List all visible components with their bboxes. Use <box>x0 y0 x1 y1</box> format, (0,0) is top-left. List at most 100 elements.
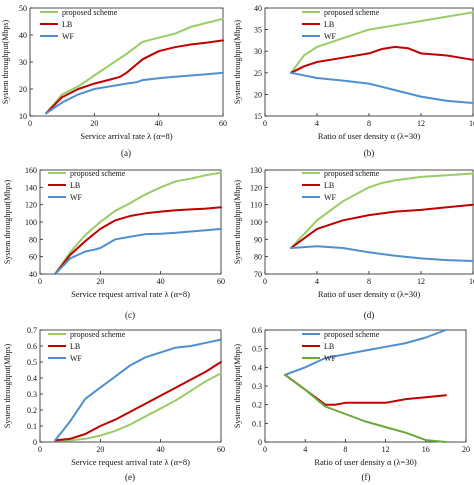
y-tick-label: 40 <box>19 31 27 40</box>
y-tick-label: 90 <box>254 235 262 244</box>
y-axis-label: System throughput(Mbps) <box>233 344 242 429</box>
series-line-wf <box>284 373 447 443</box>
legend-entry: LB <box>70 181 80 190</box>
y-tick-label: 100 <box>25 218 37 227</box>
x-tick-label: 12 <box>417 277 425 286</box>
x-tick-label: 12 <box>417 119 425 128</box>
y-tick-label: 25 <box>254 69 262 78</box>
x-tick-label: 8 <box>343 445 347 454</box>
series-line-lb <box>290 203 474 249</box>
y-tick-label: 20 <box>19 85 27 94</box>
y-tick-label: 30 <box>254 47 262 56</box>
series-line-proposed <box>54 372 222 442</box>
plot-frame <box>264 329 467 443</box>
y-tick-label: 35 <box>254 26 262 35</box>
x-tick-label: 40 <box>157 445 165 454</box>
legend-entry: LB <box>70 342 80 351</box>
x-axis-label: Service request arrival rate λ (α=8) <box>71 289 190 299</box>
legend-entry: proposed scheme <box>324 169 380 178</box>
chart-panel-4: 0 4 8 12 16 70 80 90 100 110 120 130 Ratio of user d… <box>233 166 474 320</box>
y-tick-label: 30 <box>19 58 27 67</box>
x-tick-label: 8 <box>367 119 371 128</box>
y-tick-label: 60 <box>29 253 37 262</box>
panel-caption: (e) <box>125 472 135 482</box>
chart-panel-1: 0 20 40 60 10 20 30 40 50 Service arrival rate λ … <box>1 4 227 158</box>
series-line-proposed <box>290 11 474 74</box>
series-line-wf <box>45 71 224 115</box>
series-line-wf <box>290 71 474 104</box>
legend-entry: LB <box>324 20 334 29</box>
y-tick-label: 0.1 <box>252 419 262 428</box>
x-tick-label: 60 <box>219 119 227 128</box>
chart-panel-2: 0 4 8 12 16 15 20 25 30 35 40 Ratio of user density… <box>233 4 474 158</box>
y-tick-label: 120 <box>250 183 262 192</box>
x-tick-label: 0 <box>263 277 267 286</box>
chart-panel-3: 0 20 40 60 40 60 80 100 120 140 160 Service request… <box>3 166 225 320</box>
y-tick-label: 0.5 <box>27 358 37 367</box>
legend-entry: proposed scheme <box>62 8 118 17</box>
x-tick-label: 12 <box>382 445 390 454</box>
x-axis-label: Ratio of user density α (λ=30) <box>318 131 421 141</box>
legend-entry: WF <box>324 193 337 202</box>
chart-panel-5: 0 20 40 60 0 0.1 0.2 0.3 0.4 0.5 0.6 0.7 Service req… <box>3 326 225 482</box>
panel-caption: (f) <box>362 472 371 482</box>
y-axis-label: System throughput(Mbps) <box>233 180 242 265</box>
y-tick-label: 20 <box>254 90 262 99</box>
y-tick-label: 160 <box>25 166 37 175</box>
y-tick-label: 0.6 <box>27 342 37 351</box>
y-tick-label: 80 <box>29 235 37 244</box>
legend-entry: WF <box>70 193 83 202</box>
x-tick-label: 60 <box>217 277 225 286</box>
chart-panel-6: 0 4 8 12 16 20 0 0.1 0.2 0.3 0.4 0.5 0.6 Ratio of use… <box>233 326 470 482</box>
series-line-wf <box>290 245 474 262</box>
y-tick-label: 0 <box>33 438 37 447</box>
legend-entry: WF <box>324 32 337 41</box>
y-tick-label: 0.6 <box>252 326 262 335</box>
y-tick-label: 0.4 <box>252 363 262 372</box>
x-tick-label: 4 <box>303 445 307 454</box>
plot-frame <box>264 169 474 275</box>
series-line-lb <box>290 45 474 74</box>
x-axis-label: Service arrival rate λ (α=8) <box>80 131 172 141</box>
y-tick-label: 0.3 <box>252 382 262 391</box>
panel-caption: (c) <box>125 310 135 320</box>
series-line-proposed <box>45 17 224 115</box>
y-tick-label: 70 <box>254 270 262 279</box>
y-tick-label: 0.3 <box>27 390 37 399</box>
legend-entry: LB <box>62 20 72 29</box>
legend-entry: WF <box>62 32 75 41</box>
y-axis-label: System throughput(Mbps) <box>233 20 242 105</box>
y-tick-label: 0.5 <box>252 345 262 354</box>
panel-caption: (b) <box>364 148 375 158</box>
x-tick-label: 20 <box>462 445 470 454</box>
y-tick-label: 0 <box>258 438 262 447</box>
panel-caption: (a) <box>121 148 131 158</box>
y-tick-label: 40 <box>254 4 262 13</box>
x-tick-label: 40 <box>157 277 165 286</box>
x-axis-label: Ratio of user density α (λ=30) <box>318 289 421 299</box>
x-tick-label: 0 <box>263 119 267 128</box>
x-tick-label: 16 <box>469 277 474 286</box>
x-tick-label: 0 <box>38 445 42 454</box>
y-tick-label: 100 <box>250 218 262 227</box>
legend-entry: LB <box>324 342 334 351</box>
x-tick-label: 20 <box>96 277 104 286</box>
legend-entry: proposed scheme <box>324 330 380 339</box>
series-line-wf <box>54 338 222 442</box>
y-tick-label: 140 <box>25 183 37 192</box>
legend-entry: proposed scheme <box>324 8 380 17</box>
y-axis-label: System throughput(Mbps) <box>3 344 12 429</box>
y-tick-label: 50 <box>19 4 27 13</box>
series-line-lb <box>284 373 447 406</box>
legend-entry: WF <box>70 354 83 363</box>
y-tick-label: 40 <box>29 270 37 279</box>
x-tick-label: 60 <box>217 445 225 454</box>
series-line-wf <box>54 227 222 275</box>
y-tick-label: 0.2 <box>27 406 37 415</box>
plot-frame <box>39 329 222 443</box>
y-axis-label: System throughput(Mbps) <box>1 20 10 105</box>
y-tick-label: 0.7 <box>27 326 37 335</box>
y-tick-label: 130 <box>250 166 262 175</box>
y-tick-label: 110 <box>250 201 262 210</box>
